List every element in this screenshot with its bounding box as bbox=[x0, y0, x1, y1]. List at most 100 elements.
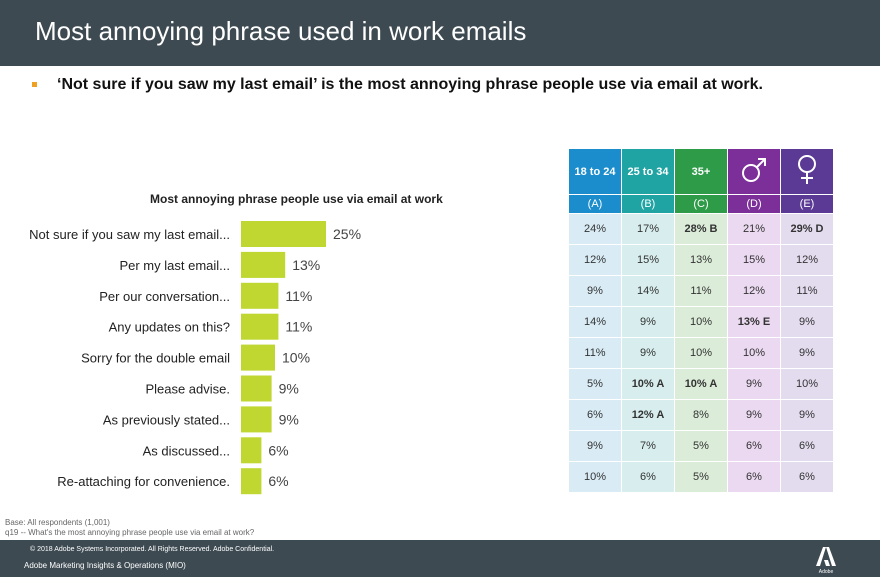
table-cell: 10% bbox=[568, 461, 622, 493]
table-cell: 6% bbox=[780, 430, 834, 462]
table-cell: 15% bbox=[621, 244, 675, 276]
table-cell: 6% bbox=[727, 430, 781, 462]
subheader-b: (B) bbox=[621, 194, 675, 214]
table-row: 11% 9% 10% 10% 9% bbox=[568, 337, 834, 369]
table-subheader-row: (A) (B) (C) (D) (E) bbox=[568, 194, 834, 214]
male-symbol-icon bbox=[742, 158, 766, 182]
org-name: Adobe Marketing Insights & Operations (M… bbox=[24, 561, 186, 570]
subheader-d: (D) bbox=[727, 194, 781, 214]
table-row: 9% 14% 11% 12% 11% bbox=[568, 275, 834, 307]
value-label: 25% bbox=[333, 226, 361, 242]
value-label: 9% bbox=[279, 411, 299, 427]
table-cell: 5% bbox=[674, 430, 728, 462]
table-cell: 9% bbox=[780, 306, 834, 338]
table-cell: 29% D bbox=[780, 213, 834, 245]
table-cell: 13% E bbox=[727, 306, 781, 338]
footer: © 2018 Adobe Systems Incorporated. All R… bbox=[0, 540, 880, 577]
base-line-2: q19 -- What's the most annoying phrase p… bbox=[5, 528, 255, 537]
value-label: 10% bbox=[282, 350, 310, 366]
table-row: 14% 9% 10% 13% E 9% bbox=[568, 306, 834, 338]
table-cell: 6% bbox=[780, 461, 834, 493]
table-cell: 15% bbox=[727, 244, 781, 276]
bar bbox=[241, 406, 272, 433]
bar bbox=[241, 375, 272, 402]
table-row: 9% 7% 5% 6% 6% bbox=[568, 430, 834, 462]
bar bbox=[241, 468, 262, 495]
value-label: 13% bbox=[292, 257, 320, 273]
value-label: 9% bbox=[279, 381, 299, 397]
table-cell: 17% bbox=[621, 213, 675, 245]
table-row: 10% 6% 5% 6% 6% bbox=[568, 461, 834, 493]
table-cell: 9% bbox=[568, 430, 622, 462]
table-cell: 11% bbox=[780, 275, 834, 307]
category-label: Per my last email... bbox=[119, 258, 230, 273]
adobe-logo-icon: Adobe bbox=[816, 547, 836, 574]
table-cell: 14% bbox=[568, 306, 622, 338]
table-row: 5% 10% A 10% A 9% 10% bbox=[568, 368, 834, 400]
value-label: 11% bbox=[285, 288, 312, 304]
header-age-18-24: 18 to 24 bbox=[568, 148, 622, 195]
table-cell: 21% bbox=[727, 213, 781, 245]
value-label: 6% bbox=[268, 473, 288, 489]
header-age-35-plus: 35+ bbox=[674, 148, 728, 195]
subheader-c: (C) bbox=[674, 194, 728, 214]
table-cell: 9% bbox=[727, 368, 781, 400]
base-note: Base: All respondents (1,001) q19 -- Wha… bbox=[5, 518, 254, 538]
category-label: Per our conversation... bbox=[99, 289, 230, 304]
bullet-icon bbox=[32, 82, 37, 87]
bar bbox=[241, 251, 286, 278]
bar bbox=[241, 437, 262, 464]
bar bbox=[241, 282, 279, 309]
table-cell: 9% bbox=[727, 399, 781, 431]
table-cell: 28% B bbox=[674, 213, 728, 245]
table-header-row: 18 to 24 25 to 34 35+ bbox=[568, 148, 834, 195]
table-cell: 12% bbox=[780, 244, 834, 276]
page-title: Most annoying phrase used in work emails bbox=[35, 16, 527, 46]
table-cell: 13% bbox=[674, 244, 728, 276]
category-label: As previously stated... bbox=[103, 412, 230, 427]
category-label: Please advise. bbox=[145, 382, 230, 397]
header-age-25-34: 25 to 34 bbox=[621, 148, 675, 195]
table-cell: 12% A bbox=[621, 399, 675, 431]
svg-text:Adobe: Adobe bbox=[819, 569, 834, 574]
table-cell: 10% A bbox=[674, 368, 728, 400]
table-cell: 9% bbox=[780, 337, 834, 369]
demographics-table: 18 to 24 25 to 34 35+ (A) (B) bbox=[568, 148, 834, 493]
table-row: 24% 17% 28% B 21% 29% D bbox=[568, 213, 834, 245]
title-bar: Most annoying phrase used in work emails bbox=[0, 0, 880, 66]
bar bbox=[241, 344, 275, 371]
category-label: Re-attaching for convenience. bbox=[57, 474, 230, 489]
table-cell: 9% bbox=[621, 337, 675, 369]
table-cell: 10% bbox=[780, 368, 834, 400]
value-label: 6% bbox=[268, 442, 288, 458]
table-row: 12% 15% 13% 15% 12% bbox=[568, 244, 834, 276]
table-cell: 10% bbox=[727, 337, 781, 369]
bar bbox=[241, 221, 326, 247]
table-cell: 12% bbox=[727, 275, 781, 307]
table-cell: 6% bbox=[621, 461, 675, 493]
chart-title: Most annoying phrase people use via emai… bbox=[150, 192, 443, 206]
headline: ‘Not sure if you saw my last email’ is t… bbox=[57, 76, 763, 93]
subheader-e: (E) bbox=[780, 194, 834, 214]
male-icon bbox=[727, 148, 781, 195]
table-row: 6% 12% A 8% 9% 9% bbox=[568, 399, 834, 431]
table-cell: 8% bbox=[674, 399, 728, 431]
female-icon bbox=[780, 148, 834, 195]
table-cell: 5% bbox=[568, 368, 622, 400]
table-cell: 7% bbox=[621, 430, 675, 462]
table-cell: 6% bbox=[727, 461, 781, 493]
table-cell: 11% bbox=[568, 337, 622, 369]
table-cell: 12% bbox=[568, 244, 622, 276]
value-label: 11% bbox=[285, 319, 312, 335]
table-cell: 9% bbox=[780, 399, 834, 431]
base-line-1: Base: All respondents (1,001) bbox=[5, 518, 110, 527]
table-cell: 5% bbox=[674, 461, 728, 493]
table-cell: 10% A bbox=[621, 368, 675, 400]
category-label: Sorry for the double email bbox=[81, 351, 230, 366]
subheader-a: (A) bbox=[568, 194, 622, 214]
female-symbol-icon bbox=[798, 155, 816, 184]
table-cell: 6% bbox=[568, 399, 622, 431]
table-cell: 10% bbox=[674, 306, 728, 338]
table-cell: 24% bbox=[568, 213, 622, 245]
copyright-text: © 2018 Adobe Systems Incorporated. All R… bbox=[30, 546, 275, 553]
